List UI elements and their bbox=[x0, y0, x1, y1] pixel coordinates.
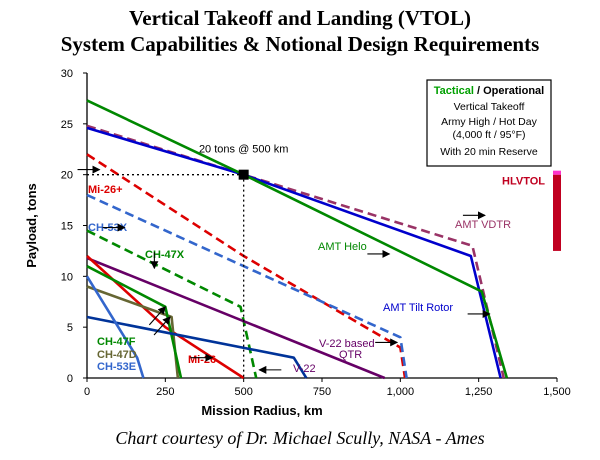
series-line-ch-47x bbox=[86, 229, 258, 379]
legend-line: (4,000 ft / 95°F) bbox=[452, 129, 525, 141]
series-line-mi-26- bbox=[86, 153, 407, 379]
series-line-amt-helo bbox=[86, 99, 509, 379]
annotation-label-ch-53e: CH-53E bbox=[97, 361, 136, 373]
annotation-label-v-22: V-22 bbox=[293, 363, 316, 375]
annotation-label-ch-47x: CH-47X bbox=[145, 249, 185, 261]
chart-title-line2: System Capabilities & Notional Design Re… bbox=[60, 32, 540, 56]
series-line-v-22-based-qtr bbox=[86, 193, 408, 379]
chart-credit: Chart courtesy of Dr. Michael Scully, NA… bbox=[115, 428, 485, 448]
x-tick-label: 500 bbox=[234, 386, 252, 398]
hlvtol-label: HLVTOL bbox=[502, 176, 545, 188]
annotation-arrow-ch-47f bbox=[148, 306, 166, 326]
annotation-arrow-ch-47d bbox=[153, 316, 171, 336]
annotation-label-amt-tilt-rotor: AMT Tilt Rotor bbox=[383, 302, 453, 314]
y-tick-label: 0 bbox=[67, 373, 73, 385]
legend-title-part1: Tactical bbox=[434, 85, 474, 97]
annotation-label-qtr: QTR bbox=[339, 349, 362, 361]
y-tick-label: 15 bbox=[61, 221, 73, 233]
hlvtol-cap bbox=[553, 170, 561, 175]
series-line-amt-vdtr bbox=[86, 124, 505, 379]
legend-title-sep: / bbox=[474, 85, 483, 97]
series-line-v-22 bbox=[86, 256, 386, 380]
legend-line: Vertical Takeoff bbox=[454, 101, 525, 113]
y-tick-label: 20 bbox=[61, 170, 73, 182]
y-tick-label: 30 bbox=[61, 68, 73, 80]
legend-line: Army High / Hot Day bbox=[441, 116, 537, 128]
annotation-label-mi-26: Mi-26 bbox=[188, 354, 216, 366]
x-tick-label: 250 bbox=[156, 386, 174, 398]
legend-box: Tactical / Operational Vertical Takeoff Ar… bbox=[426, 79, 552, 167]
legend-title-part2: Operational bbox=[483, 85, 544, 97]
x-tick-label: 1,250 bbox=[465, 386, 493, 398]
requirement-label: 20 tons @ 500 km bbox=[199, 144, 288, 156]
y-tick-label: 25 bbox=[61, 119, 73, 131]
y-tick-label: 10 bbox=[61, 271, 73, 283]
legend-line: With 20 min Reserve bbox=[440, 146, 538, 158]
x-tick-label: 1,000 bbox=[387, 386, 415, 398]
annotation-label-mi-26-: Mi-26+ bbox=[88, 184, 123, 196]
y-axis-title: Payload, tons bbox=[24, 183, 39, 268]
x-tick-label: 750 bbox=[313, 386, 331, 398]
hlvtol-bar bbox=[553, 174, 561, 251]
x-axis-title: Mission Radius, km bbox=[201, 403, 322, 418]
chart-title-line1: Vertical Takeoff and Landing (VTOL) bbox=[129, 6, 471, 30]
annotation-label-amt-vdtr: AMT VDTR bbox=[455, 219, 511, 231]
annotation-label-amt-helo: AMT Helo bbox=[318, 241, 367, 253]
y-tick-label: 5 bbox=[67, 322, 73, 334]
annotation-label-ch-47f: CH-47F bbox=[97, 336, 136, 348]
series-line-ch-53x bbox=[86, 315, 308, 379]
annotation-label-v-22-based: V-22 based bbox=[319, 338, 375, 350]
legend-frame bbox=[426, 79, 552, 167]
x-tick-label: 1,500 bbox=[543, 386, 571, 398]
legend-title: Tactical / Operational bbox=[434, 85, 544, 97]
x-tick-label: 0 bbox=[84, 386, 90, 398]
series-line-ch-53e bbox=[85, 275, 145, 379]
requirement-marker bbox=[238, 169, 249, 180]
annotation-label-ch-47d: CH-47D bbox=[97, 349, 137, 361]
